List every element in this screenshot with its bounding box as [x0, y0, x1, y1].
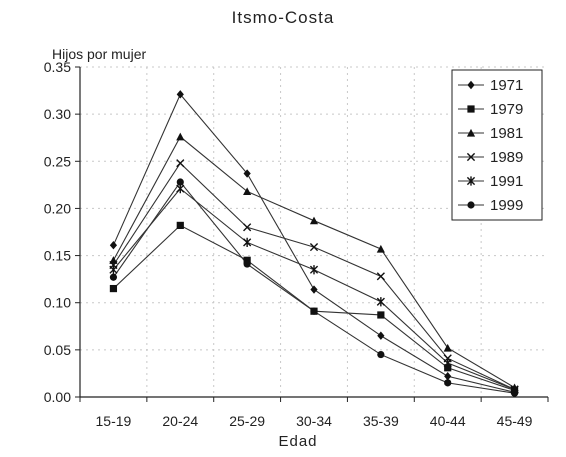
legend-marker [466, 152, 476, 162]
y-tick-label: 0.25 [44, 153, 71, 169]
data-point-1979 [109, 284, 118, 293]
data-point-1981 [376, 244, 385, 253]
legend-marker [467, 80, 475, 90]
tick-labels: 0.00 0.05 0.10 0.15 0.20 0.25 0.30 0.35 15-19 20-… [44, 59, 533, 429]
data-point-1971 [109, 241, 118, 250]
legend-label: 1979 [490, 101, 523, 118]
x-tick-label: 15-19 [96, 413, 132, 429]
data-point-1991 [243, 237, 252, 247]
data-point-1979 [243, 256, 251, 264]
x-tick-label: 35-39 [363, 413, 399, 429]
data-point-1991 [309, 265, 319, 275]
data-point-1971 [377, 331, 385, 340]
x-axis-label: Edad [278, 433, 318, 450]
data-point-1979 [444, 364, 452, 372]
data-point-1979 [377, 311, 385, 319]
y-axis-label: Hijos por mujer [52, 46, 147, 62]
x-tick-label: 40-44 [430, 413, 466, 429]
legend-marker [466, 176, 476, 186]
data-point-1989 [176, 159, 185, 168]
data-point-1971 [310, 285, 318, 294]
data-point-1999 [109, 273, 118, 281]
data-point-1981 [243, 187, 252, 196]
data-point-1999 [176, 178, 184, 186]
series-markers [109, 90, 519, 397]
y-tick-label: 0.30 [44, 106, 71, 122]
data-point-1999 [377, 350, 385, 359]
data-point-1971 [243, 169, 251, 178]
data-point-1981 [176, 132, 185, 141]
data-point-1999 [510, 389, 519, 397]
data-point-1999 [243, 260, 251, 268]
data-point-1989 [309, 242, 319, 252]
legend-marker [467, 201, 475, 209]
axes [75, 66, 549, 402]
data-point-1991 [443, 358, 452, 368]
y-tick-label: 0.15 [44, 248, 71, 264]
data-point-1999 [310, 307, 318, 315]
data-point-1979 [176, 221, 184, 229]
legend-label: 1989 [490, 149, 523, 166]
x-tick-label: 25-29 [229, 413, 265, 429]
y-tick-label: 0.35 [44, 59, 71, 75]
x-tick-label: 20-24 [162, 413, 198, 429]
y-tick-label: 0.05 [44, 342, 71, 358]
data-point-1989 [243, 223, 252, 232]
legend-label: 1991 [490, 173, 523, 190]
legend: 1971 1979 1981 1989 1991 1999 [451, 69, 543, 221]
legend-box [451, 69, 543, 221]
legend-label: 1971 [490, 77, 523, 94]
legend-label: 1999 [490, 197, 523, 214]
x-tick-label: 30-34 [296, 413, 332, 429]
legend-marker [466, 128, 476, 137]
legend-label: 1981 [490, 125, 523, 142]
legend-marker [467, 105, 475, 113]
data-point-1999 [444, 379, 452, 387]
y-tick-label: 0.00 [44, 389, 71, 405]
x-tick-label: 45-49 [497, 413, 533, 429]
data-point-1971 [176, 90, 184, 99]
y-tick-label: 0.20 [44, 200, 71, 216]
data-point-1991 [376, 297, 385, 307]
data-point-1989 [376, 272, 385, 281]
data-point-1991 [109, 265, 118, 275]
data-point-1971 [444, 372, 452, 381]
y-tick-label: 0.10 [44, 295, 71, 311]
data-point-1981 [443, 343, 452, 352]
chart-title: Itsmo-Costa [231, 8, 335, 27]
data-point-1981 [309, 216, 319, 225]
